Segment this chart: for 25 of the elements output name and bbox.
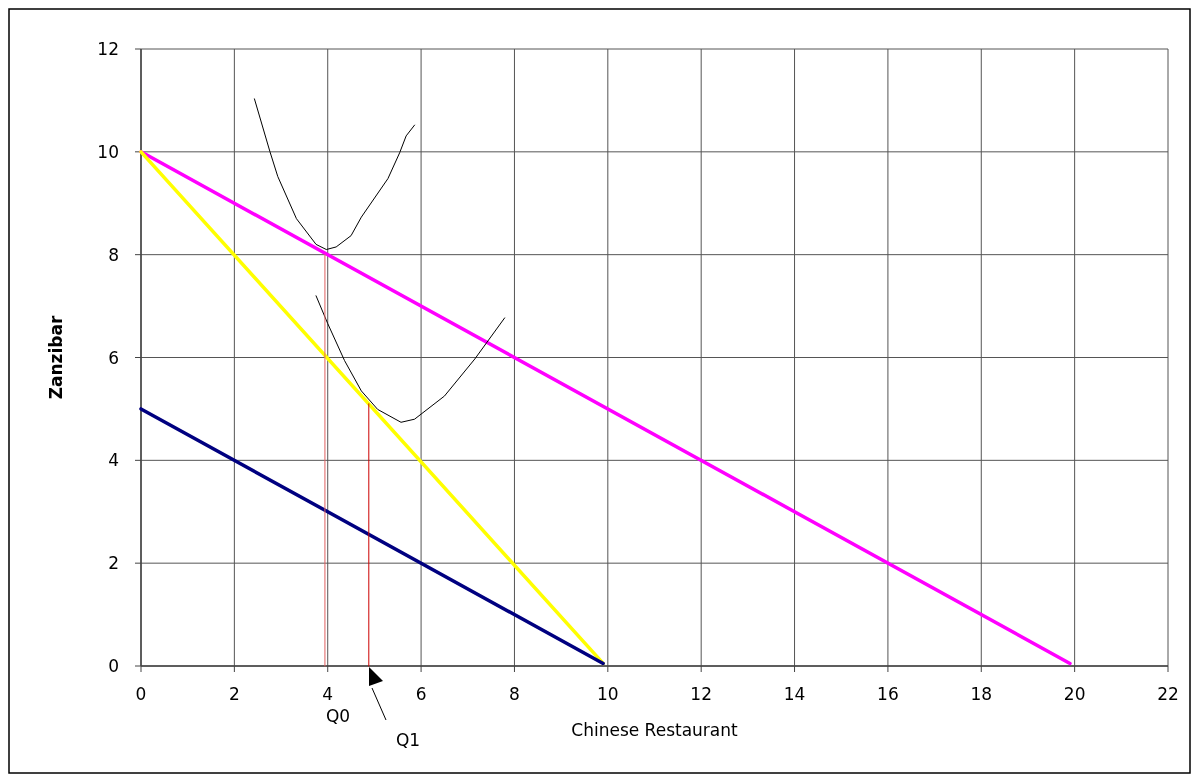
x-tick-label: 14: [783, 684, 806, 704]
y-tick-label: 0: [108, 656, 119, 676]
x-tick-label: 8: [509, 684, 520, 704]
y-tick-label: 6: [108, 347, 119, 368]
line-series: [315, 295, 506, 423]
x-tick-label: 4: [322, 684, 334, 704]
text: Q1: [395, 730, 421, 750]
x-tick-label: 0: [135, 684, 147, 704]
x-tick-label: 6: [415, 684, 427, 704]
text: Q0: [325, 706, 351, 726]
x-tick-label: 22: [1157, 684, 1179, 704]
y-tick-label: 8: [108, 244, 119, 265]
y-tick-label: 10: [97, 141, 119, 162]
x-tick-label: 16: [877, 684, 899, 704]
line-series: [253, 98, 416, 251]
x-tick-label: 2: [228, 684, 240, 704]
y-tick-label: 2: [108, 553, 119, 574]
x-tick-label: 20: [1063, 684, 1086, 704]
y-axis-title: Zanzibar: [46, 315, 66, 400]
y-tick-label: 12: [97, 39, 119, 59]
x-tick-label: 18: [970, 684, 993, 704]
x-tick-label: 12: [690, 684, 712, 704]
x-axis-title: Chinese Restaurant: [571, 720, 739, 740]
y-tick-label: 4: [108, 450, 119, 471]
x-tick-label: 10: [597, 684, 619, 704]
